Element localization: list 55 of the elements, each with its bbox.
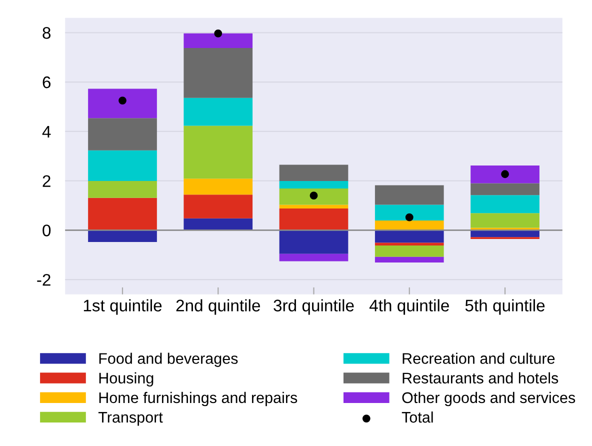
bar [88,150,157,182]
bar [184,218,253,230]
bar [184,194,253,218]
bar [374,204,444,221]
bar [184,33,253,48]
x-tick-label: 5th quintile [465,299,545,315]
bar [279,188,348,205]
legend-label: Other goods and services [402,392,576,406]
bar [279,208,348,230]
x-tick-label: 2nd quintile [176,299,260,315]
bar [470,165,540,184]
legend-label: Transport [98,412,163,426]
y-tick-label: 8 [42,27,51,39]
legend-label: Restaurants and hotels [402,372,558,384]
bar [374,230,444,243]
point [118,96,126,104]
y-tick-label: 6 [42,76,50,88]
bar [470,195,540,214]
legend-label: Total [402,411,433,423]
legend-label: Recreation and culture [402,352,555,364]
y-tick-label: -2 [37,274,50,286]
bar [374,245,444,257]
x-tick-label: 1st quintile [84,299,162,315]
bar [279,164,348,182]
y-tick-label: 0 [42,224,51,236]
bar [374,220,444,230]
bar [88,230,157,242]
bar [279,181,348,188]
point [405,213,414,222]
bar [279,254,348,262]
point [310,192,318,200]
bar [88,181,157,198]
bar [470,213,540,228]
bar [184,178,253,195]
x-tick-label: 3rd quintile [274,299,354,315]
bar [184,98,253,126]
bar [470,183,540,196]
bar [184,48,253,98]
bar [88,118,157,150]
point [214,29,222,38]
legend-label: Food and beverages [99,352,238,367]
bar [279,230,348,254]
bar [184,126,253,179]
legend-label: Home furnishings and repairs [99,392,298,406]
bar [88,88,157,118]
bar [374,256,444,263]
bar [88,198,157,230]
y-tick-label: 2 [42,175,50,187]
legend-label: Housing [99,372,154,387]
bar [374,185,444,205]
x-tick-label: 4th quintile [369,299,449,315]
bar [279,204,348,208]
y-tick-label: 4 [42,126,51,138]
bar [374,242,444,246]
point [501,170,509,178]
